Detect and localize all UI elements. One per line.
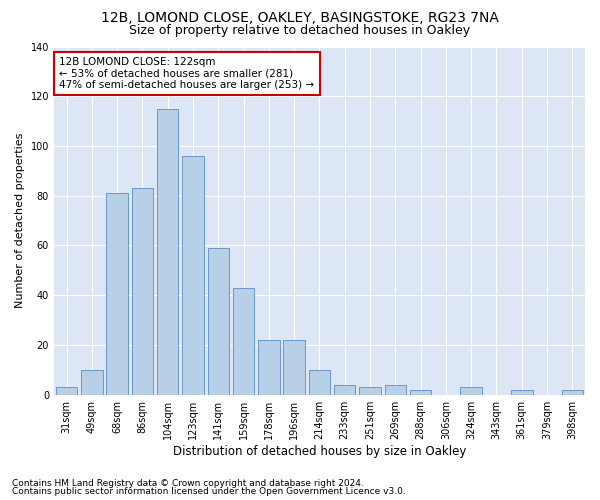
Bar [385, 385, 406, 394]
Bar [106, 193, 128, 394]
Bar [258, 340, 280, 394]
Bar [182, 156, 204, 394]
Text: Size of property relative to detached houses in Oakley: Size of property relative to detached ho… [130, 24, 470, 37]
Text: Contains public sector information licensed under the Open Government Licence v3: Contains public sector information licen… [12, 487, 406, 496]
Bar [81, 370, 103, 394]
Bar [562, 390, 583, 394]
Bar [309, 370, 330, 394]
Bar [283, 340, 305, 394]
Bar [56, 387, 77, 394]
Bar [410, 390, 431, 394]
Bar [334, 385, 355, 394]
Bar [208, 248, 229, 394]
Bar [359, 387, 381, 394]
Bar [233, 288, 254, 395]
Text: 12B LOMOND CLOSE: 122sqm
← 53% of detached houses are smaller (281)
47% of semi-: 12B LOMOND CLOSE: 122sqm ← 53% of detach… [59, 57, 314, 90]
Text: 12B, LOMOND CLOSE, OAKLEY, BASINGSTOKE, RG23 7NA: 12B, LOMOND CLOSE, OAKLEY, BASINGSTOKE, … [101, 12, 499, 26]
Bar [460, 387, 482, 394]
Bar [131, 188, 153, 394]
Text: Contains HM Land Registry data © Crown copyright and database right 2024.: Contains HM Land Registry data © Crown c… [12, 478, 364, 488]
Bar [157, 108, 178, 395]
X-axis label: Distribution of detached houses by size in Oakley: Distribution of detached houses by size … [173, 444, 466, 458]
Y-axis label: Number of detached properties: Number of detached properties [15, 133, 25, 308]
Bar [511, 390, 533, 394]
